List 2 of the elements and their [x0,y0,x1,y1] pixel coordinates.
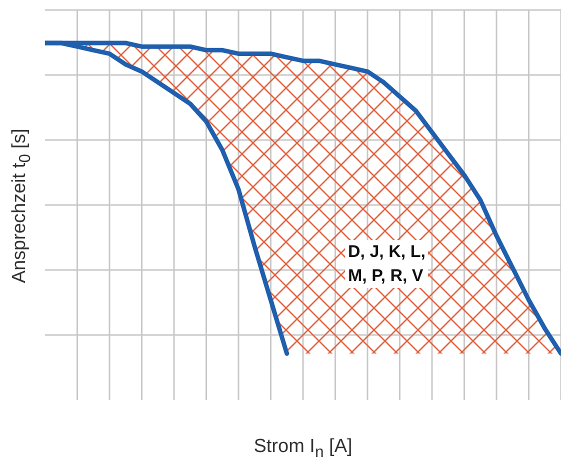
x-axis-title: Strom I$_{n}$ [A] [252,436,354,462]
annotation: D, J, K, L, M, P, R, V [348,240,426,288]
